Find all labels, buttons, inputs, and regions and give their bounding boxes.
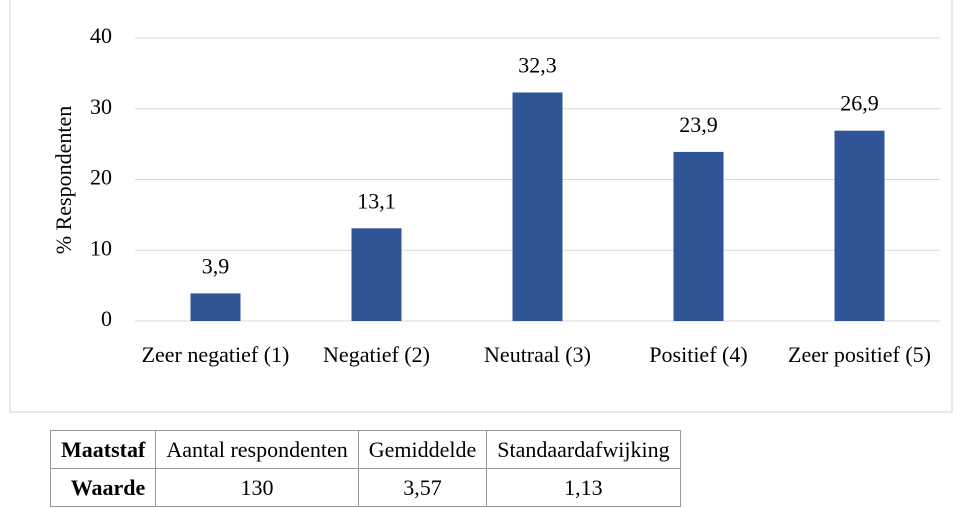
table-cell: 130 [155, 468, 359, 507]
data-label: 32,3 [518, 53, 557, 78]
bar [351, 228, 402, 321]
chart: % Respondenten 0 10 20 30 40 3,9 13,1 32,3 23,9 2… [9, 0, 953, 413]
table-cell: 1,13 [486, 468, 681, 507]
table-cell: Standaardafwijking [486, 430, 681, 469]
x-tick-label: Neutraal (3) [484, 342, 591, 367]
table-row: Maatstaf Aantal respondenten Gemiddelde Sta… [49, 430, 681, 469]
table-cell: Maatstaf [49, 430, 157, 469]
y-tick-label: 40 [90, 23, 112, 48]
bar [190, 293, 241, 321]
bar [834, 130, 885, 321]
x-tick-label: Zeer negatief (1) [141, 342, 290, 367]
table-row: Waarde 130 3,57 1,13 [49, 468, 681, 507]
table-cell: Waarde [49, 468, 157, 507]
data-label: 23,9 [679, 112, 718, 137]
chart-frame [9, 0, 953, 413]
stats-table: Maatstaf Aantal respondenten Gemiddelde Sta… [49, 430, 681, 507]
table-cell: Gemiddelde [357, 430, 488, 469]
data-label: 13,1 [357, 188, 396, 213]
x-tick-label: Zeer positief (5) [788, 342, 931, 367]
y-axis-label: % Respondenten [51, 106, 76, 254]
y-tick-label: 30 [90, 94, 112, 119]
data-label: 26,9 [840, 91, 879, 116]
bar [673, 151, 724, 321]
table-cell: 3,57 [357, 468, 488, 507]
y-tick-label: 10 [90, 235, 112, 260]
x-tick-label: Positief (4) [649, 342, 748, 367]
y-tick-label: 20 [90, 165, 112, 190]
bar [512, 92, 563, 321]
data-label: 3,9 [202, 253, 230, 278]
x-tick-label: Negatief (2) [323, 342, 430, 367]
y-tick-label: 0 [101, 306, 112, 331]
table-cell: Aantal respondenten [155, 430, 359, 469]
